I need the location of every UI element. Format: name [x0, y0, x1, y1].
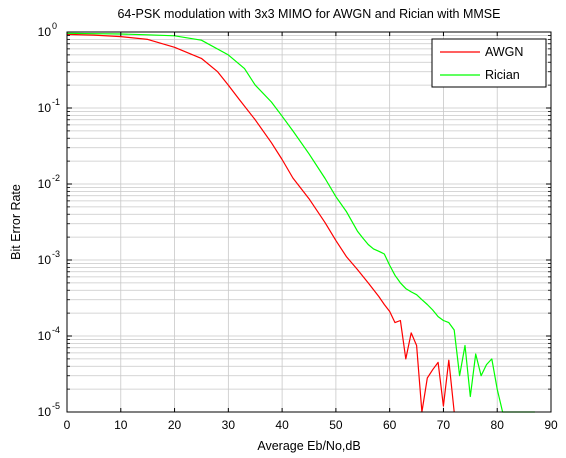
plot-frame: [66, 31, 552, 413]
y-tick-exponent: -5: [52, 401, 60, 411]
legend: AWGN Rician: [431, 38, 547, 88]
y-tick-exponent: 0: [52, 21, 57, 31]
y-tick-exponent: -2: [52, 173, 60, 183]
y-axis-label: Bit Error Rate: [9, 184, 23, 260]
x-tick-label: 70: [437, 418, 451, 432]
y-tick-exponent: -4: [52, 325, 60, 335]
x-tick-label: 90: [544, 418, 558, 432]
x-tick-label: 50: [329, 418, 343, 432]
series-line-rician: [66, 32, 535, 413]
x-tick-label: 40: [275, 418, 289, 432]
y-tick-exponent: -3: [52, 249, 60, 259]
x-tick-label: 30: [222, 418, 236, 432]
y-tick-label: 10: [38, 101, 52, 115]
x-tick-label: 20: [168, 418, 182, 432]
y-tick-exponent: -1: [52, 97, 60, 107]
x-tick-label: 60: [383, 418, 397, 432]
legend-label-awgn: AWGN: [485, 45, 523, 59]
series-line-awgn: [66, 33, 455, 413]
legend-label-rician: Rician: [485, 68, 520, 82]
y-tick-label: 10: [38, 405, 52, 419]
series-group: [66, 32, 535, 413]
legend-box: [431, 38, 547, 88]
y-tick-label: 10: [38, 25, 52, 39]
x-tick-label: 80: [491, 418, 505, 432]
y-tick-label: 10: [38, 329, 52, 343]
x-tick-label: 0: [64, 418, 71, 432]
x-axis-label: Average Eb/No,dB: [257, 439, 360, 453]
x-tick-label: 10: [114, 418, 128, 432]
y-tick-label: 10: [38, 177, 52, 191]
y-tick-label: 10: [38, 253, 52, 267]
chart-title: 64-PSK modulation with 3x3 MIMO for AWGN…: [117, 7, 500, 21]
